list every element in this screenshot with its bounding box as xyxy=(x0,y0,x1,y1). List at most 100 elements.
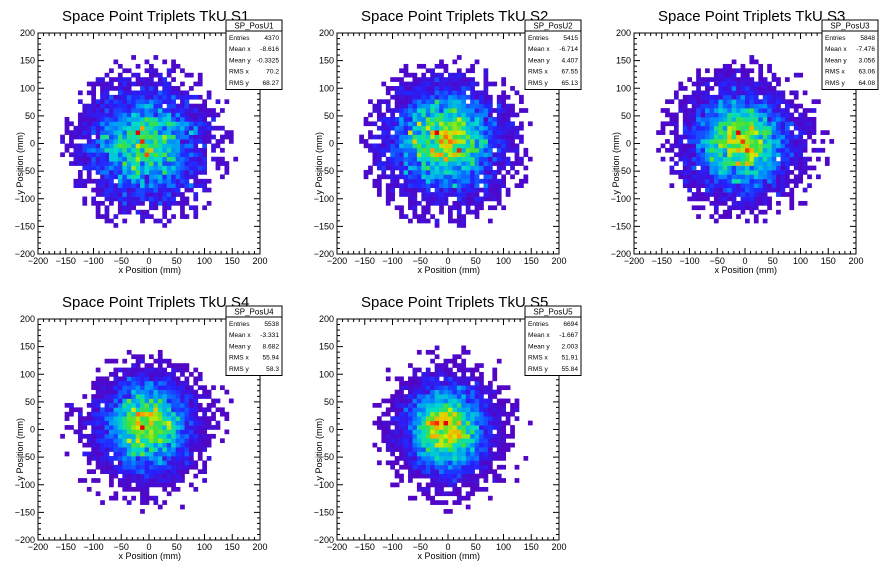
histogram-bin xyxy=(443,482,449,488)
histogram-bin xyxy=(215,165,221,171)
histogram-bin xyxy=(709,165,715,171)
histogram-bin xyxy=(767,99,772,105)
histogram-bin xyxy=(452,94,458,100)
histogram-bin xyxy=(470,372,475,377)
histogram-bin xyxy=(188,205,194,211)
histogram-bin xyxy=(385,438,391,444)
histogram-bin xyxy=(408,130,413,135)
histogram-bin xyxy=(104,429,110,435)
histogram-bin xyxy=(188,425,194,430)
histogram-bin xyxy=(197,425,203,430)
histogram-bin xyxy=(452,394,458,399)
histogram-bin xyxy=(448,478,453,483)
histogram-bin xyxy=(153,425,159,430)
histogram-bin xyxy=(91,116,97,122)
histogram-bin xyxy=(448,134,453,140)
histogram-bin xyxy=(656,130,661,135)
histogram-bin xyxy=(117,451,123,457)
histogram-bin xyxy=(421,407,427,413)
histogram-bin xyxy=(452,433,458,439)
histogram-bin xyxy=(149,196,154,202)
histogram-bin xyxy=(157,108,163,113)
histogram-bin xyxy=(718,147,724,153)
histogram-bin xyxy=(430,108,435,113)
histogram-bin xyxy=(474,486,480,492)
histogram-bin xyxy=(113,192,119,197)
histogram-bin xyxy=(381,125,387,131)
histogram-bin xyxy=(807,134,812,140)
histogram-bin xyxy=(135,420,141,426)
histogram-bin xyxy=(740,178,746,184)
histogram-bin xyxy=(73,161,79,166)
histogram-bin xyxy=(416,469,422,474)
histogram-bin xyxy=(470,482,475,488)
histogram-bin xyxy=(439,367,444,373)
histogram-bin xyxy=(682,143,688,149)
histogram-bin xyxy=(149,139,154,144)
histogram-bin xyxy=(487,407,493,413)
histogram-bin xyxy=(452,460,458,466)
histogram-bin xyxy=(425,349,431,355)
histogram-bin xyxy=(461,482,467,488)
histogram-bin xyxy=(461,218,467,224)
histogram-bin xyxy=(789,192,795,197)
histogram-bin xyxy=(465,411,471,417)
stats-value: 64.08 xyxy=(858,80,875,87)
histogram-bin xyxy=(104,86,110,91)
stats-value: -0.3325 xyxy=(257,57,280,64)
histogram-bin xyxy=(408,165,413,171)
histogram-bin xyxy=(470,112,475,118)
histogram-bin xyxy=(104,438,110,444)
histogram-bin xyxy=(104,183,110,188)
histogram-bin xyxy=(824,130,830,135)
histogram-bin xyxy=(117,152,123,158)
x-axis-label: x Position (mm) xyxy=(118,551,181,561)
histogram-bin xyxy=(180,429,185,435)
histogram-bin xyxy=(202,442,208,448)
histogram-bin xyxy=(461,442,467,448)
histogram-bin xyxy=(713,147,719,153)
histogram-bin xyxy=(408,156,413,162)
histogram-bin xyxy=(780,94,786,100)
histogram-bin xyxy=(376,447,382,452)
histogram-bin xyxy=(448,170,453,175)
histogram-bin xyxy=(408,429,413,435)
histogram-bin xyxy=(443,81,449,87)
histogram-bin xyxy=(166,218,172,224)
histogram-bin xyxy=(408,442,413,448)
histogram-bin xyxy=(188,130,194,135)
histogram-bin xyxy=(211,108,216,113)
histogram-bin xyxy=(758,209,764,215)
histogram-bin xyxy=(77,147,83,153)
histogram-bin xyxy=(135,447,141,452)
histogram-bin xyxy=(439,398,444,404)
histogram-bin xyxy=(390,451,396,457)
histogram-bin xyxy=(758,116,764,122)
histogram-bin xyxy=(416,90,422,96)
histogram-bin xyxy=(86,156,92,162)
histogram-bin xyxy=(412,442,418,448)
histogram-bin xyxy=(122,442,128,448)
histogram-bin xyxy=(416,63,422,69)
histogram-bin xyxy=(665,99,670,105)
histogram-bin xyxy=(740,161,746,166)
histogram-bin xyxy=(673,112,679,118)
histogram-bin xyxy=(69,134,74,140)
histogram-bin xyxy=(421,174,427,180)
histogram-bin xyxy=(131,196,136,202)
histogram-bin xyxy=(802,147,808,153)
histogram-bin xyxy=(140,81,145,87)
histogram-bin xyxy=(202,389,208,395)
histogram-bin xyxy=(727,161,732,166)
histogram-bin xyxy=(452,438,458,444)
histogram-bin xyxy=(483,156,489,162)
histogram-bin xyxy=(731,178,737,184)
histogram-bin xyxy=(425,134,431,140)
histogram-bin xyxy=(131,402,136,408)
histogram-bin xyxy=(682,108,688,113)
histogram-bin xyxy=(474,165,480,171)
histogram-bin xyxy=(487,429,493,435)
histogram-bin xyxy=(113,442,119,448)
histogram-bin xyxy=(802,112,808,118)
stats-histogram-name: SP_PosU1 xyxy=(234,22,274,31)
